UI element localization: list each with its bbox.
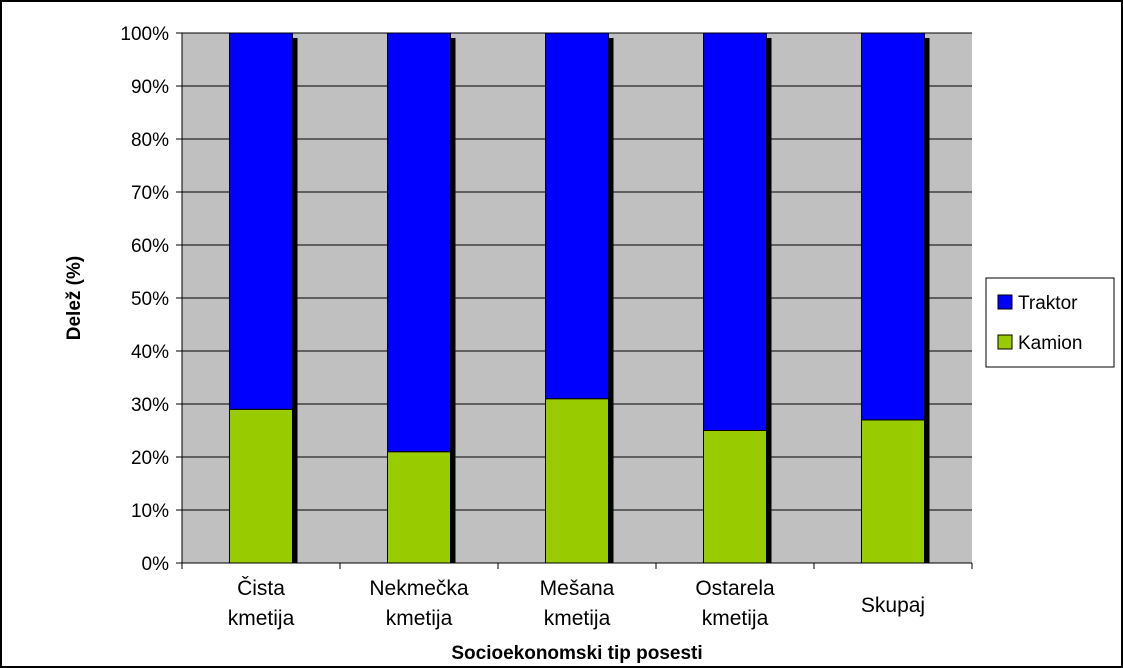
bar-traktor <box>545 32 609 400</box>
bar-traktor <box>861 32 925 421</box>
bar-kamion <box>229 408 293 564</box>
x-category-label: Mešana kmetija <box>540 577 615 630</box>
x-category-label: Nekmečka kmetija <box>369 577 469 630</box>
x-category-label: Skupaj <box>861 594 925 617</box>
bar-kamion <box>703 430 767 564</box>
x-axis-title: Socioekonomski tip posesti <box>451 643 702 664</box>
bar-traktor <box>229 32 293 410</box>
legend: Traktor Kamion <box>985 277 1115 368</box>
bar-shadow <box>608 38 614 563</box>
bar-kamion <box>545 398 609 564</box>
bar-shadow <box>924 38 930 563</box>
y-tick-label: 0% <box>142 554 170 575</box>
legend-label-kamion: Kamion <box>1018 333 1082 354</box>
bars <box>229 32 930 564</box>
bar-traktor <box>387 32 451 453</box>
y-tick-label: 80% <box>131 130 169 151</box>
bar-shadow <box>292 38 298 563</box>
legend-frame <box>985 277 1115 368</box>
y-tick-label: 90% <box>131 77 169 98</box>
bar-kamion <box>387 451 451 564</box>
y-tick-label: 50% <box>131 289 169 310</box>
y-axis-title: Delež (%) <box>64 256 85 340</box>
bar-kamion <box>861 419 925 564</box>
legend-label-traktor: Traktor <box>1018 293 1078 314</box>
y-tick-label: 70% <box>131 183 169 204</box>
y-tick-label: 30% <box>131 395 169 416</box>
bar-shadow <box>766 38 772 563</box>
y-tick-labels: 0% 10% 20% 30% 40% 50% 60% 70% 80% 90% 100% <box>120 24 169 575</box>
y-tick-label: 100% <box>120 24 169 45</box>
y-tick-label: 60% <box>131 236 169 257</box>
legend-swatch-traktor <box>997 294 1013 310</box>
y-tick-label: 20% <box>131 448 169 469</box>
axes <box>181 33 973 569</box>
bar-traktor <box>703 32 767 431</box>
x-category-label: Čista kmetija <box>228 577 295 630</box>
x-category-label: Ostarela kmetija <box>695 577 775 630</box>
bar-shadow <box>450 38 456 563</box>
legend-swatch-kamion <box>997 334 1013 350</box>
y-tick-label: 10% <box>131 501 169 522</box>
x-category-labels: Čista kmetija Nekmečka kmetija Mešana kmetija… <box>228 577 925 630</box>
y-tick-label: 40% <box>131 342 169 363</box>
